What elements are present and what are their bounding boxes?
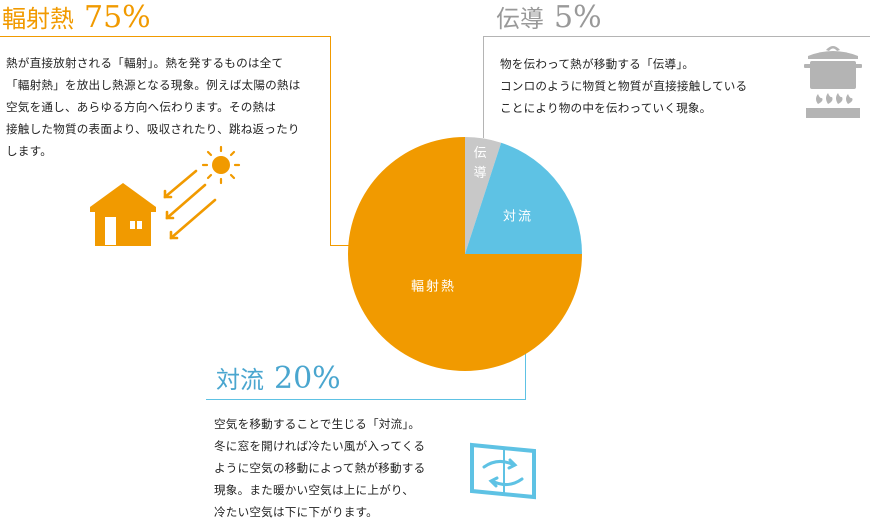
house-sun-icon [90, 145, 241, 246]
house-icon [90, 183, 156, 246]
pie-slice-0 [465, 137, 502, 254]
sun-icon [201, 145, 241, 185]
radiation-description: 熱が直接放射される「輻射」。熱を発するものは全て 「輻射熱」を放出し熱源となる現… [6, 56, 301, 158]
pie-label-1: 対流 [503, 209, 533, 224]
radiation-leader-line [0, 36, 330, 37]
radiation-leader-line-vertical [330, 36, 331, 246]
radiation-leader-line-connector [330, 245, 366, 246]
pie-slice-1 [465, 142, 582, 254]
stove-pot-icon [804, 46, 862, 118]
conduction-leader-line [483, 36, 870, 37]
window-airflow-icon [470, 442, 536, 500]
convection-heading: 対流 20% [216, 364, 341, 394]
pie-slice-2 [348, 137, 582, 371]
radiation-title: 輻射熱 [2, 5, 74, 33]
convection-description: 空気を移動することで生じる「対流」。 冬に窓を開ければ冷たい風が入ってくる よう… [214, 417, 426, 519]
pie-label-2: 輻射熱 [411, 278, 456, 294]
conduction-percent: 5% [554, 0, 602, 35]
conduction-heading: 伝導 5% [496, 3, 602, 33]
conduction-leader-line-vertical [483, 36, 484, 138]
conduction-description: 物を伝わって熱が移動する「伝導」。 コンロのように物質と物質が直接接触している … [500, 57, 748, 115]
pie-label-0: 伝導 [474, 146, 487, 181]
convection-title: 対流 [216, 366, 264, 394]
radiation-heading: 輻射熱 75% [2, 3, 151, 33]
heat-ray-arrows [163, 169, 217, 240]
convection-percent: 20% [274, 361, 341, 396]
convection-leader-line [206, 399, 526, 400]
conduction-title: 伝導 [496, 5, 544, 33]
radiation-percent: 75% [84, 0, 151, 35]
